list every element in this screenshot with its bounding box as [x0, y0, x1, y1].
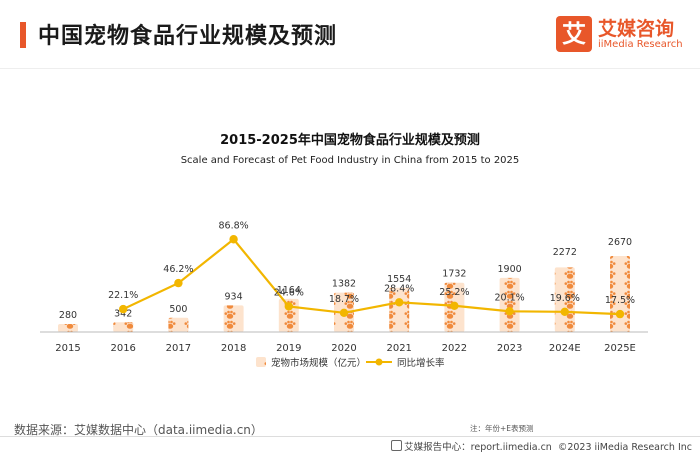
- x-tick-label: 2017: [166, 343, 191, 354]
- x-tick-label: 2016: [110, 343, 135, 354]
- logo-cn-text: 艾媒咨询: [598, 18, 675, 40]
- growth-rate-point: [229, 235, 238, 244]
- bar-2023: [499, 277, 520, 332]
- bar-2025E: [610, 256, 630, 332]
- legend: 宠物市场规模（亿元） 同比增长率: [256, 357, 445, 369]
- bar-2024E: [554, 267, 575, 332]
- brand-logo: 艾 艾媒咨询 iiMedia Research: [556, 14, 686, 58]
- page-title: 中国宠物食品行业规模及预测: [38, 24, 338, 49]
- legend-bar-label: 宠物市场规模（亿元）: [271, 357, 366, 369]
- bar-value-label: 2670: [608, 237, 632, 248]
- growth-rate-line: [122, 237, 621, 316]
- x-tick-label: 2019: [276, 343, 301, 354]
- growth-rate-point: [505, 307, 514, 316]
- growth-rate-label: 22.1%: [108, 290, 138, 301]
- growth-rate-point: [395, 298, 404, 307]
- x-tick-label: 2015: [55, 343, 80, 354]
- growth-rate-label: 24.6%: [274, 287, 304, 298]
- bar-value-label: 1164: [277, 285, 301, 296]
- bar-value-label: 1732: [442, 269, 466, 280]
- growth-rate-point: [284, 302, 293, 311]
- x-tick-label: 2020: [331, 343, 356, 354]
- bar-value-label: 342: [114, 308, 132, 319]
- bar-2015: [58, 324, 78, 332]
- bar-2016: [113, 322, 134, 332]
- logo-en-text: iiMedia Research: [598, 39, 683, 50]
- growth-rate-label: 28.4%: [384, 283, 414, 294]
- bar-value-label: 1554: [387, 274, 411, 285]
- header: 中国宠物食品行业规模及预测 艾 艾媒咨询 iiMedia Research: [0, 0, 700, 70]
- bar-value-label: 1900: [498, 264, 522, 275]
- growth-rate-label: 46.2%: [163, 264, 193, 275]
- logo-mark-icon: 艾: [556, 16, 592, 52]
- growth-rate-point: [339, 308, 349, 318]
- growth-rate-label: 86.8%: [219, 220, 249, 231]
- growth-rate-label: 20.1%: [495, 292, 525, 303]
- growth-rate-label: 17.5%: [605, 295, 635, 306]
- x-tick-label: 2022: [442, 343, 467, 354]
- x-tick-label: 2024E: [549, 343, 581, 354]
- x-tick-label: 2021: [386, 343, 411, 354]
- forecast-note: 注：年份+E表预测: [470, 424, 534, 433]
- x-tick-label: 2018: [221, 343, 246, 354]
- x-axis: 2015 2016 2017 2018 2019 2020 2021 2022 2023 2024…: [40, 331, 648, 354]
- copyright: ©2023 iiMedia Research Inc: [557, 442, 692, 453]
- bar-2018: [223, 305, 244, 332]
- bar-series: 280 342 500 934 1164 1382 1554 1732 1900 2272 2670: [58, 237, 632, 332]
- bar-value-label: 934: [225, 291, 243, 302]
- footer-credits: 艾媒报告中心：report.iimedia.cn ©2023 iiMedia Re…: [385, 439, 692, 453]
- legend-bar-swatch: [256, 357, 266, 367]
- bar-value-label: 2272: [553, 247, 577, 258]
- growth-rate-point: [615, 309, 625, 319]
- data-source: 数据来源：艾媒数据中心（data.iimedia.cn）: [14, 423, 263, 437]
- growth-rate-point: [450, 301, 459, 310]
- bar-2021: [389, 287, 410, 332]
- legend-line-label: 同比增长率: [397, 357, 445, 369]
- x-tick-label: 2025E: [604, 343, 636, 354]
- footer-divider: [0, 436, 700, 437]
- bar-value-label: 500: [169, 304, 187, 315]
- line-series: 22.1% 46.2% 86.8% 24.6% 18.7% 28.4% 25.2% 20.1%…: [108, 220, 635, 319]
- growth-rate-point: [119, 304, 128, 314]
- chart-title: 2015-2025年中国宠物食品行业规模及预测: [220, 132, 480, 148]
- bar-2017: [168, 317, 189, 332]
- chart-subtitle: Scale and Forecast of Pet Food Industry …: [181, 155, 520, 166]
- report-icon: [391, 440, 403, 451]
- bar-value-label: 280: [59, 310, 77, 321]
- x-tick-label: 2023: [497, 343, 522, 354]
- pet-food-chart: 2015-2025年中国宠物食品行业规模及预测 Scale and Foreca…: [40, 132, 648, 369]
- growth-rate-label: 25.2%: [439, 287, 469, 298]
- growth-rate-label: 19.6%: [550, 293, 580, 304]
- bar-value-label: 1382: [332, 279, 356, 290]
- growth-rate-point: [174, 278, 183, 288]
- legend-line-marker: [375, 358, 383, 366]
- growth-rate-label: 18.7%: [329, 294, 359, 305]
- report-site: 艾媒报告中心：report.iimedia.cn: [404, 442, 552, 453]
- header-divider: [0, 68, 700, 69]
- title-accent-bar: [20, 22, 26, 48]
- growth-rate-point: [560, 307, 569, 317]
